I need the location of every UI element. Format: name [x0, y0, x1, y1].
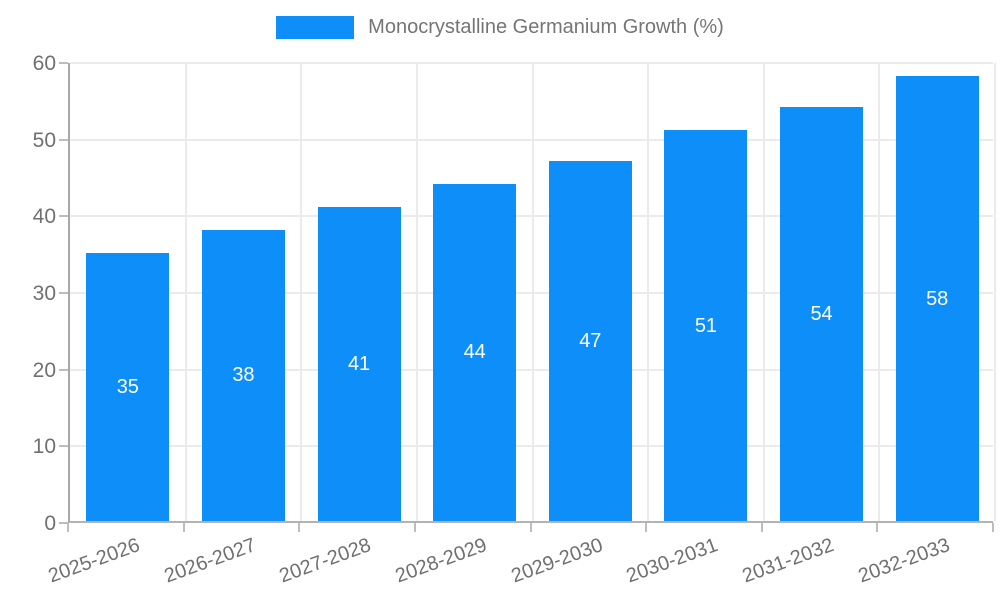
y-axis-tick	[59, 292, 68, 294]
x-axis-label: 2032-2033	[854, 534, 953, 588]
x-axis-tick	[67, 523, 69, 532]
x-axis-tick	[298, 523, 301, 532]
y-axis-label: 30	[32, 282, 56, 305]
bar-value-label: 38	[232, 364, 255, 387]
x-axis-label: 2029-2030	[508, 534, 606, 588]
bar-value-label: 51	[694, 314, 718, 337]
x-axis-tick	[876, 523, 879, 532]
bar	[86, 252, 170, 521]
bar-value-label: 41	[347, 352, 371, 375]
y-axis-label: 40	[32, 205, 56, 229]
x-axis-label: 2028-2029	[392, 534, 490, 588]
y-axis-tick	[59, 368, 68, 371]
x-axis-tick	[182, 523, 185, 532]
bar-value-label: 47	[579, 329, 602, 352]
y-axis-label: 50	[32, 128, 56, 152]
x-axis-tick	[413, 523, 416, 532]
legend-label: Monocrystalline Germanium Growth (%)	[368, 16, 724, 38]
x-gridline	[184, 63, 187, 521]
bar	[664, 130, 748, 521]
x-axis-tick	[645, 523, 648, 532]
y-axis-tick	[59, 522, 68, 524]
y-axis-label: 10	[32, 435, 56, 459]
x-gridline	[415, 63, 418, 521]
bar	[201, 229, 285, 521]
y-axis-tick	[59, 138, 68, 141]
y-axis-label: 20	[32, 358, 56, 382]
y-axis-label: 0	[44, 512, 56, 535]
x-gridline	[300, 63, 303, 521]
bar	[895, 76, 979, 521]
x-gridline	[647, 63, 650, 521]
legend: Monocrystalline Germanium Growth (%)	[0, 16, 1000, 39]
y-axis-tick	[59, 62, 68, 64]
x-axis-tick	[992, 523, 994, 532]
x-gridline	[994, 63, 996, 521]
bar	[548, 160, 632, 521]
x-gridline	[878, 63, 881, 521]
x-axis-tick	[529, 523, 532, 532]
x-axis-label: 2027-2028	[276, 534, 375, 588]
bar	[433, 183, 517, 521]
x-axis-label: 2031-2032	[739, 534, 837, 588]
x-gridline	[762, 63, 765, 521]
x-axis-tick	[760, 523, 763, 532]
x-axis-label: 2030-2031	[623, 534, 722, 588]
bar	[317, 206, 401, 521]
x-axis-label: 2025-2026	[45, 534, 143, 588]
y-axis-tick	[59, 445, 68, 448]
bar-value-label: 54	[810, 303, 833, 325]
bar-value-label: 44	[463, 341, 486, 364]
bar-value-label: 58	[926, 287, 949, 310]
y-axis-tick	[59, 215, 68, 218]
bar-value-label: 35	[116, 375, 139, 398]
x-axis-label: 2026-2027	[161, 534, 259, 588]
x-gridline	[531, 63, 534, 521]
bar	[780, 107, 864, 521]
legend-swatch	[276, 16, 355, 39]
plot-area: 35 38 41 44 47 51 54 58	[68, 62, 996, 523]
y-axis-label: 60	[32, 52, 56, 75]
